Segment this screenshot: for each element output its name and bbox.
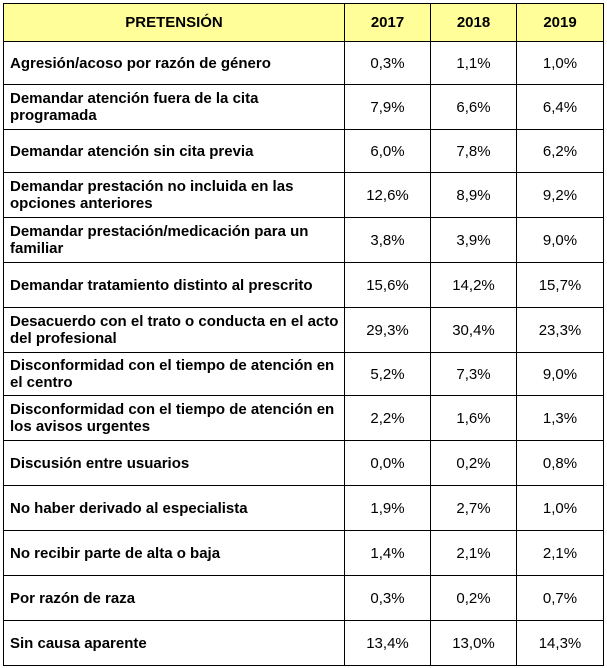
header-2019: 2019 (516, 3, 604, 42)
row-value-2018: 13,0% (430, 620, 517, 666)
row-pretension: Discusión entre usuarios (3, 440, 345, 486)
table-row: No haber derivado al especialista 1,9% 2… (3, 485, 604, 531)
table-row: Desacuerdo con el trato o conducta en el… (3, 307, 604, 353)
row-pretension: Por razón de raza (3, 575, 345, 621)
table-row: Demandar tratamiento distinto al prescri… (3, 262, 604, 308)
row-pretension: No recibir parte de alta o baja (3, 530, 345, 576)
table-row: No recibir parte de alta o baja 1,4% 2,1… (3, 530, 604, 576)
row-value-2019: 6,2% (516, 129, 604, 173)
row-pretension: Desacuerdo con el trato o conducta en el… (3, 307, 345, 353)
pretension-table: PRETENSIÓN 2017 2018 2019 Agresión/acoso… (3, 3, 604, 666)
row-value-2018: 0,2% (430, 440, 517, 486)
table-row: Sin causa aparente 13,4% 13,0% 14,3% (3, 620, 604, 666)
row-value-2017: 5,2% (344, 352, 431, 396)
row-value-2019: 14,3% (516, 620, 604, 666)
row-value-2018: 7,8% (430, 129, 517, 173)
row-pretension: Demandar prestación/medicación para un f… (3, 217, 345, 263)
row-value-2017: 6,0% (344, 129, 431, 173)
row-value-2018: 30,4% (430, 307, 517, 353)
table-row: Demandar prestación/medicación para un f… (3, 217, 604, 263)
row-value-2018: 7,3% (430, 352, 517, 396)
row-pretension: Demandar atención fuera de la cita progr… (3, 84, 345, 130)
row-value-2017: 1,4% (344, 530, 431, 576)
row-value-2019: 9,0% (516, 352, 604, 396)
header-2017: 2017 (344, 3, 431, 42)
row-value-2017: 2,2% (344, 395, 431, 441)
table-header-row: PRETENSIÓN 2017 2018 2019 (3, 3, 604, 42)
row-pretension: Demandar prestación no incluida en las o… (3, 172, 345, 218)
row-value-2018: 1,1% (430, 41, 517, 85)
row-value-2019: 15,7% (516, 262, 604, 308)
table-row: Disconformidad con el tiempo de atención… (3, 395, 604, 441)
pretension-table-container: PRETENSIÓN 2017 2018 2019 Agresión/acoso… (3, 3, 604, 666)
row-value-2017: 12,6% (344, 172, 431, 218)
row-value-2019: 0,8% (516, 440, 604, 486)
row-value-2018: 8,9% (430, 172, 517, 218)
row-value-2018: 0,2% (430, 575, 517, 621)
row-value-2017: 15,6% (344, 262, 431, 308)
row-pretension: Agresión/acoso por razón de género (3, 41, 345, 85)
row-value-2019: 1,0% (516, 41, 604, 85)
row-value-2017: 3,8% (344, 217, 431, 263)
row-value-2017: 0,3% (344, 575, 431, 621)
row-pretension: Disconformidad con el tiempo de atención… (3, 395, 345, 441)
row-value-2017: 0,3% (344, 41, 431, 85)
row-value-2019: 9,0% (516, 217, 604, 263)
row-value-2018: 14,2% (430, 262, 517, 308)
table-row: Discusión entre usuarios 0,0% 0,2% 0,8% (3, 440, 604, 486)
row-pretension: No haber derivado al especialista (3, 485, 345, 531)
table-row: Por razón de raza 0,3% 0,2% 0,7% (3, 575, 604, 621)
row-pretension: Sin causa aparente (3, 620, 345, 666)
row-value-2017: 0,0% (344, 440, 431, 486)
row-pretension: Demandar tratamiento distinto al prescri… (3, 262, 345, 308)
row-value-2017: 29,3% (344, 307, 431, 353)
row-value-2019: 9,2% (516, 172, 604, 218)
row-value-2019: 0,7% (516, 575, 604, 621)
table-row: Demandar atención sin cita previa 6,0% 7… (3, 129, 604, 173)
row-value-2018: 2,1% (430, 530, 517, 576)
row-value-2019: 1,0% (516, 485, 604, 531)
table-row: Agresión/acoso por razón de género 0,3% … (3, 41, 604, 85)
header-pretension: PRETENSIÓN (3, 3, 345, 42)
row-value-2018: 3,9% (430, 217, 517, 263)
row-value-2019: 6,4% (516, 84, 604, 130)
row-value-2019: 1,3% (516, 395, 604, 441)
row-value-2018: 2,7% (430, 485, 517, 531)
row-value-2017: 13,4% (344, 620, 431, 666)
row-value-2019: 23,3% (516, 307, 604, 353)
table-row: Demandar prestación no incluida en las o… (3, 172, 604, 218)
row-value-2017: 1,9% (344, 485, 431, 531)
row-value-2018: 6,6% (430, 84, 517, 130)
row-pretension: Demandar atención sin cita previa (3, 129, 345, 173)
row-value-2017: 7,9% (344, 84, 431, 130)
table-row: Demandar atención fuera de la cita progr… (3, 84, 604, 130)
header-2018: 2018 (430, 3, 517, 42)
table-row: Disconformidad con el tiempo de atención… (3, 352, 604, 396)
row-value-2019: 2,1% (516, 530, 604, 576)
row-pretension: Disconformidad con el tiempo de atención… (3, 352, 345, 396)
row-value-2018: 1,6% (430, 395, 517, 441)
